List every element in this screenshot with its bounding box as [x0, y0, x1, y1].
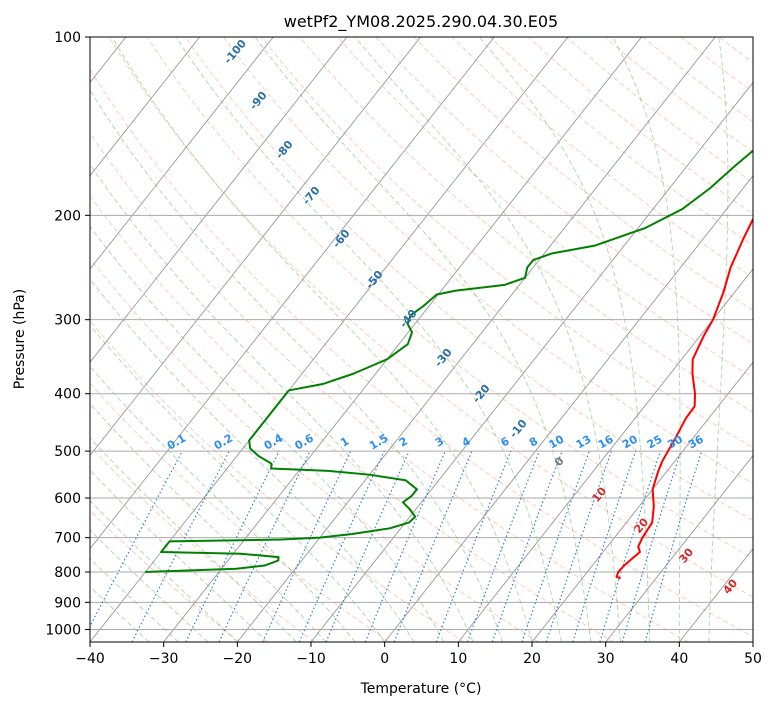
- moist-adiabat: [254, 37, 592, 642]
- dry-adiabat: [90, 445, 315, 642]
- moist-adiabat: [478, 37, 651, 642]
- mixing-ratio-line: [491, 450, 563, 642]
- mixing-ratio-line: [90, 450, 183, 628]
- y-tick-label: 300: [54, 313, 81, 329]
- dry-adiabat: [413, 37, 753, 311]
- x-tick-label: 50: [744, 651, 762, 667]
- isotherm: [90, 37, 421, 457]
- x-tick-label: 10: [449, 651, 467, 667]
- mixing-ratio-line: [572, 450, 637, 642]
- moist-adiabat: [111, 37, 533, 642]
- isotherm: [384, 175, 753, 642]
- dry-adiabat: [90, 132, 689, 642]
- mixing-ratio-line: [621, 450, 682, 642]
- moist-adiabat: [90, 278, 415, 642]
- mixing-ratio-line: [545, 450, 613, 642]
- dry-adiabat: [90, 257, 540, 642]
- dry-adiabat: [223, 37, 753, 485]
- moist-adiabat: [90, 324, 386, 642]
- mixing-ratio-line: [185, 450, 280, 642]
- x-tick-label: −10: [296, 651, 326, 667]
- mixing-ratio-line: [466, 450, 540, 642]
- isotherm: [531, 361, 753, 642]
- y-tick-label: 900: [54, 595, 81, 611]
- moist-adiabat: [90, 89, 504, 642]
- isotherm: [457, 268, 753, 642]
- x-tick-label: −30: [149, 651, 179, 667]
- plot-frame: [89, 36, 754, 643]
- x-axis-label: Temperature (°C): [360, 681, 482, 697]
- y-tick-label: 400: [54, 387, 81, 403]
- mixing-ratio-line: [435, 450, 512, 642]
- x-tick-label: 0: [380, 651, 389, 667]
- isotherm: [605, 454, 753, 642]
- moist-adiabat: [90, 402, 327, 642]
- dry-adiabat: [108, 37, 753, 598]
- mixing-ratio-line: [521, 450, 590, 642]
- y-tick-label: 800: [54, 565, 81, 581]
- y-tick-label: 200: [54, 208, 81, 224]
- isotherm: [163, 37, 642, 642]
- moist-adiabat: [90, 225, 445, 642]
- isotherm: [90, 37, 348, 363]
- y-tick-label: 100: [54, 30, 81, 46]
- y-tick-label: 700: [54, 531, 81, 547]
- moist-adiabat: [90, 529, 209, 642]
- mixing-ratio-line: [644, 450, 703, 642]
- moist-adiabat: [354, 37, 621, 642]
- moist-adiabat: [90, 163, 474, 642]
- mixing-ratio-line: [298, 450, 385, 642]
- isotherm: [310, 81, 753, 642]
- dry-adiabat: [184, 37, 753, 522]
- y-axis: 1000 900 800 700 600 500 400 300 200 100: [45, 30, 90, 638]
- y-tick-label: 600: [54, 491, 81, 507]
- temperature-profile: [615, 216, 753, 580]
- mixing-ratio-line: [325, 450, 410, 642]
- mixing-ratio-line: [131, 450, 230, 642]
- moist-adiabat: [612, 37, 681, 642]
- mixing-ratio-line: [364, 450, 446, 642]
- x-tick-label: 30: [597, 651, 615, 667]
- isotherm: [90, 37, 274, 270]
- dry-adiabat: [90, 509, 241, 642]
- chart-title: wetPf2_YM08.2025.290.04.30.E05: [284, 12, 558, 32]
- x-axis: −40 −30 −20 −10 0 10 20 30 40 50: [75, 642, 762, 667]
- x-tick-label: 40: [670, 651, 688, 667]
- dry-adiabat: [90, 319, 465, 642]
- y-tick-label: 1000: [45, 622, 81, 638]
- x-tick-label: 20: [523, 651, 541, 667]
- dry-adiabat: [337, 37, 753, 379]
- profile-lines: [145, 149, 753, 580]
- mixing-ratio-line: [393, 450, 473, 642]
- x-tick-label: −20: [223, 651, 253, 667]
- x-tick-label: −40: [75, 651, 105, 667]
- dry-adiabat: [90, 382, 390, 642]
- y-axis-label: Pressure (hPa): [12, 289, 28, 389]
- dewpoint-profile: [145, 149, 753, 574]
- background-lines: [90, 37, 753, 642]
- dry-adiabat: [90, 195, 614, 642]
- isotherm: [236, 37, 716, 642]
- isotherm: [90, 37, 200, 177]
- y-tick-label: 500: [54, 444, 81, 460]
- mixing-ratio-line: [599, 450, 661, 642]
- moist-adiabat: [175, 37, 562, 642]
- dry-adiabat: [299, 37, 753, 413]
- isotherm: [90, 37, 495, 550]
